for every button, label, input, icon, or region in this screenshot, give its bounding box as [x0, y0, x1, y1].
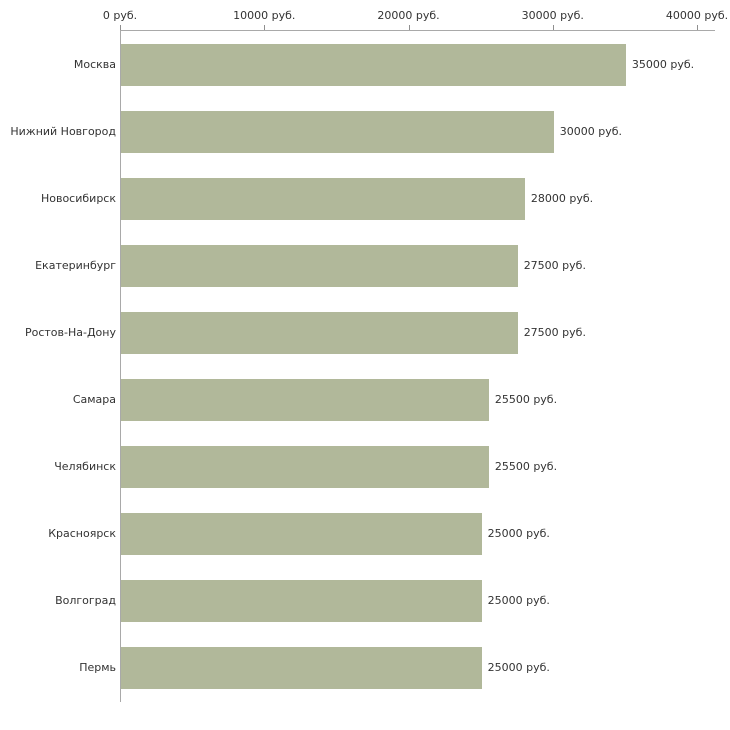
- chart-row: Екатеринбург 27500 руб.: [35, 232, 715, 299]
- chart-row: Москва 35000 руб.: [74, 31, 715, 98]
- value-label: 25000 руб.: [487, 594, 550, 607]
- bar: [121, 512, 482, 555]
- category-label: Ростов-На-Дону: [24, 326, 116, 339]
- category-label: Москва: [73, 58, 116, 71]
- chart-row: Новосибирск 28000 руб.: [41, 165, 715, 232]
- value-label: 35000 руб.: [631, 58, 695, 71]
- value-label: 30000 руб.: [559, 125, 623, 138]
- bar: [121, 378, 489, 421]
- value-label: 28000 руб.: [530, 192, 594, 205]
- bar: [121, 445, 489, 488]
- category-label: Красноярск: [48, 527, 116, 540]
- category-label: Новосибирск: [40, 192, 116, 205]
- value-label: 25500 руб.: [494, 460, 558, 473]
- chart-row: Пермь 25000 руб.: [79, 634, 715, 701]
- bar: [121, 646, 482, 689]
- x-tick-mark: [697, 25, 698, 30]
- chart-row: Нижний Новгород 30000 руб.: [10, 98, 715, 165]
- value-label: 25500 руб.: [494, 393, 558, 406]
- x-tick-label: 10000 руб.: [233, 9, 296, 22]
- chart-row: Ростов-На-Дону 27500 руб.: [25, 299, 715, 366]
- category-label: Самара: [72, 393, 116, 406]
- bar: [121, 177, 525, 220]
- x-axis: 0 руб. 10000 руб. 20000 руб. 30000 руб. 4000…: [103, 0, 728, 30]
- plot-area: Москва 35000 руб. Нижний Новгород 30000 руб…: [10, 30, 715, 702]
- x-tick-mark: [120, 25, 121, 30]
- category-label: Нижний Новгород: [10, 125, 116, 138]
- category-label: Пермь: [79, 661, 116, 674]
- category-label: Екатеринбург: [35, 259, 116, 272]
- value-label: 27500 руб.: [523, 259, 586, 272]
- bar: [121, 244, 518, 287]
- x-tick-label: 40000 руб.: [665, 9, 729, 22]
- chart-row: Волгоград 25000 руб.: [55, 567, 715, 634]
- x-tick-label: 30000 руб.: [521, 9, 584, 22]
- chart-row: Самара 25500 руб.: [73, 366, 715, 433]
- category-label: Волгоград: [55, 594, 116, 607]
- x-tick-label: 20000 руб.: [377, 9, 440, 22]
- category-label: Челябинск: [54, 460, 116, 473]
- x-tick-label: 0 руб.: [102, 9, 138, 22]
- x-tick-mark: [408, 25, 410, 30]
- value-label: 25000 руб.: [487, 527, 550, 540]
- bar: [121, 579, 482, 622]
- value-label: 25000 руб.: [487, 661, 550, 674]
- bar: [121, 110, 554, 153]
- value-label: 27500 руб.: [523, 326, 586, 339]
- x-tick-mark: [264, 25, 266, 30]
- chart-row: Челябинск 25500 руб.: [54, 433, 715, 500]
- bar: [121, 311, 518, 354]
- chart-row: Красноярск 25000 руб.: [48, 500, 715, 567]
- x-tick-mark: [552, 25, 554, 30]
- bar: [121, 43, 626, 86]
